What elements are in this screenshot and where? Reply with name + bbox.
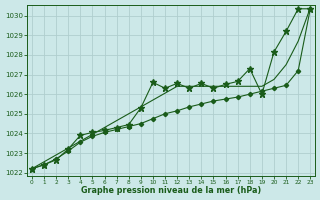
X-axis label: Graphe pression niveau de la mer (hPa): Graphe pression niveau de la mer (hPa) [81,186,261,195]
